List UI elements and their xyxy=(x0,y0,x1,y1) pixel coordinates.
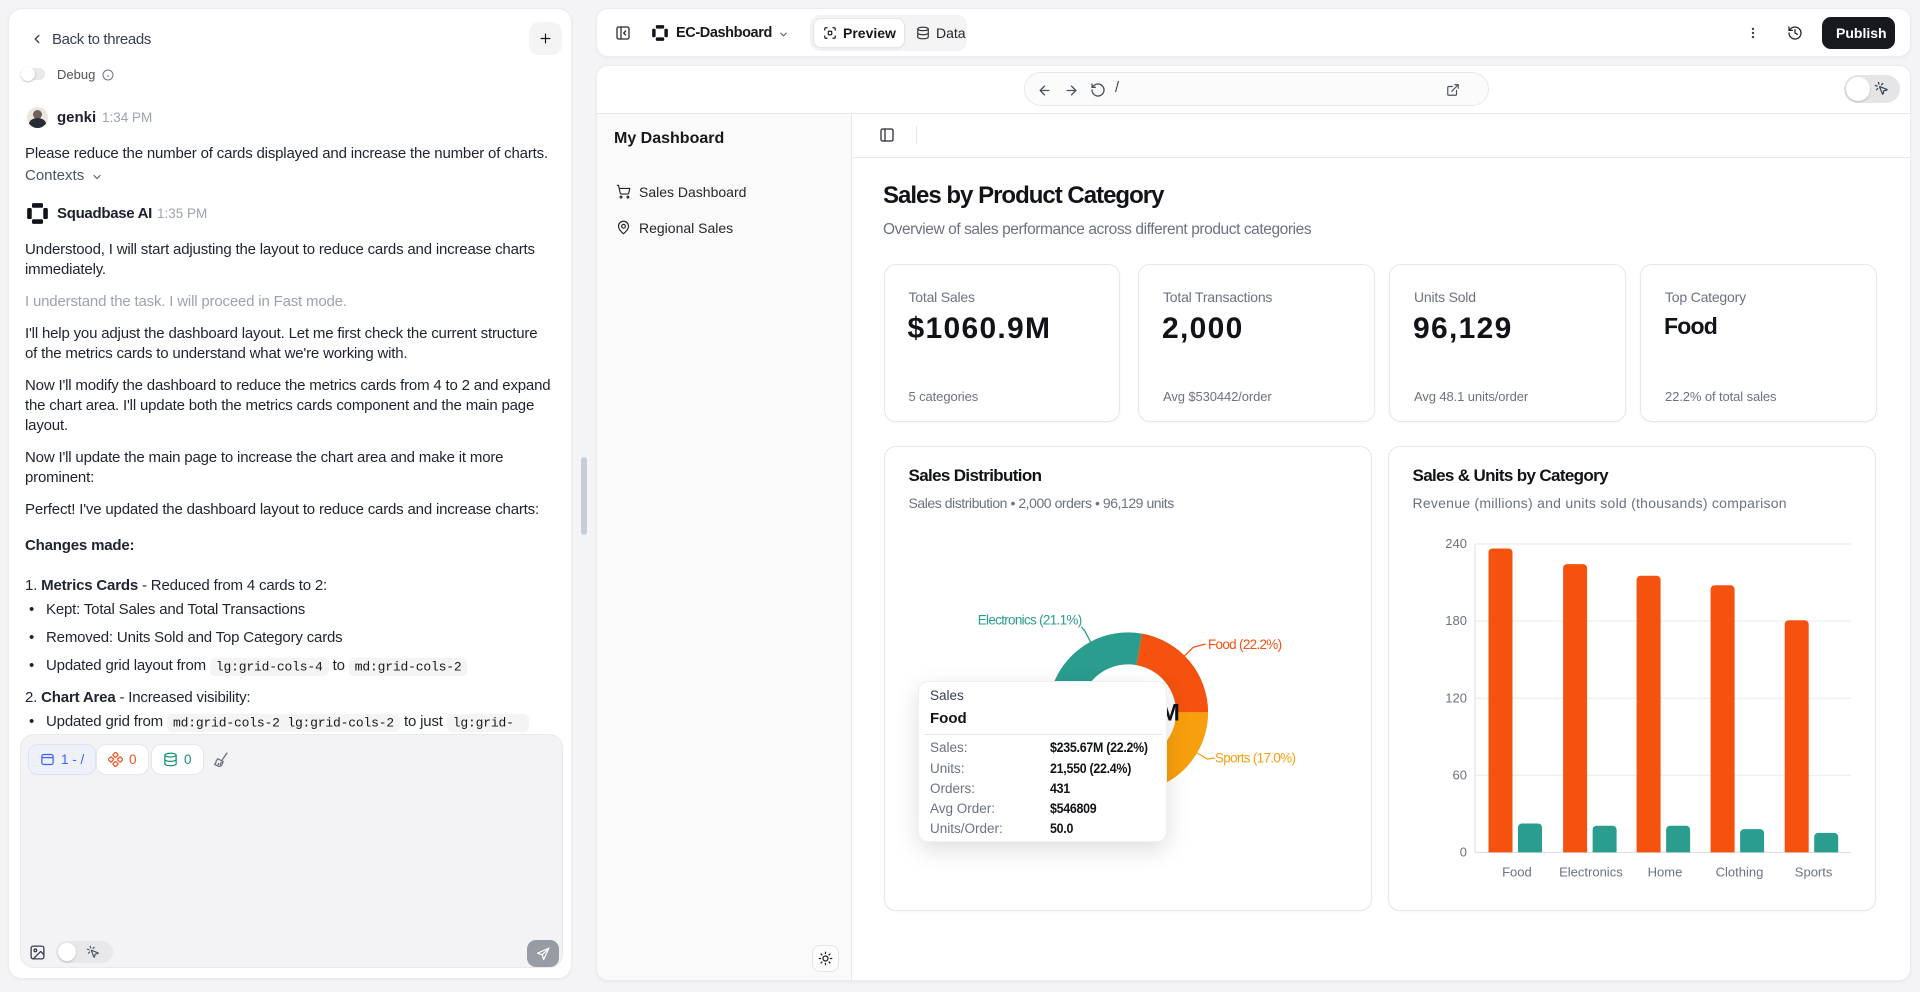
svg-text:Clothing: Clothing xyxy=(1715,864,1763,879)
svg-text:Home: Home xyxy=(1647,864,1682,879)
svg-text:Food: Food xyxy=(1502,864,1532,879)
svg-text:240: 240 xyxy=(1445,536,1467,551)
svg-text:Food (22.2%): Food (22.2%) xyxy=(1208,636,1282,651)
svg-text:Sports (17.0%): Sports (17.0%) xyxy=(1215,750,1295,765)
svg-text:Electronics (21.1%): Electronics (21.1%) xyxy=(977,612,1081,627)
svg-text:0: 0 xyxy=(1459,844,1466,859)
svg-text:120: 120 xyxy=(1445,690,1467,705)
svg-text:Electronics: Electronics xyxy=(1559,864,1623,879)
svg-text:60: 60 xyxy=(1452,767,1466,782)
svg-text:180: 180 xyxy=(1445,613,1467,628)
svg-text:Sports: Sports xyxy=(1794,864,1832,879)
